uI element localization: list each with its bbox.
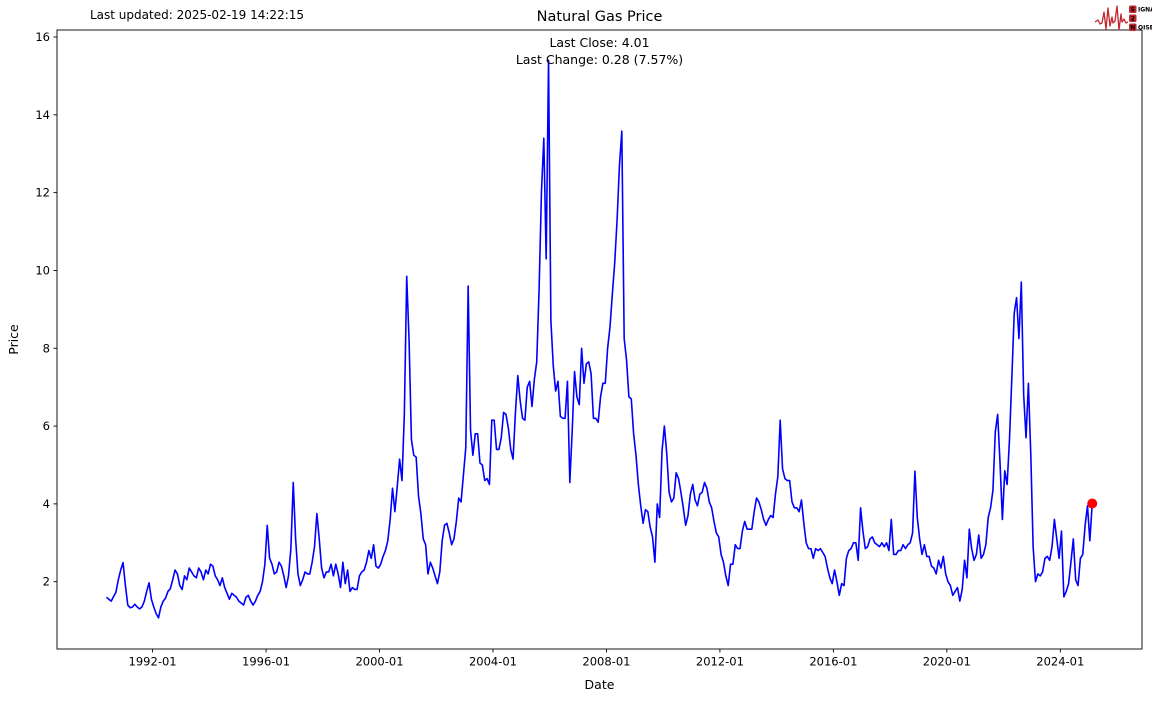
x-tick-label: 2020-01	[923, 655, 971, 669]
logo-letter-box-n	[1129, 23, 1137, 31]
y-tick-label: 10	[35, 263, 50, 277]
logo-word-ignal: IGNAL	[1138, 7, 1152, 14]
subtitle-last-change: Last Change: 0.28 (7.57%)	[516, 52, 683, 67]
logo-letter-n: N	[1130, 25, 1135, 32]
x-tick-label: 1992-01	[129, 655, 177, 669]
y-tick-label: 16	[35, 30, 50, 44]
logo-letter-box-2	[1129, 14, 1137, 22]
waveform-icon	[1094, 5, 1129, 31]
chart-title: Natural Gas Price	[537, 9, 663, 25]
signal2noise-logo: S IGNAL 2 N OISE	[1094, 5, 1152, 32]
logo-letter-box-s	[1129, 5, 1137, 13]
x-tick-label: 2000-01	[355, 655, 403, 669]
y-tick-label: 6	[43, 419, 50, 433]
x-tick-label: 2016-01	[809, 655, 857, 669]
logo-letter-s: S	[1131, 7, 1135, 14]
x-tick-label: 1996-01	[242, 655, 290, 669]
x-axis-label: Date	[585, 677, 615, 692]
y-tick-label: 8	[43, 341, 50, 355]
last-updated-label: Last updated: 2025-02-19 14:22:15	[90, 8, 304, 22]
axis-ticks: 1992-01 1996-01 2000-01 2004-01 2008-01 2012-…	[35, 30, 1084, 668]
x-tick-label: 2008-01	[582, 655, 630, 669]
y-tick-label: 12	[35, 186, 50, 200]
last-price-marker	[1087, 498, 1098, 509]
y-tick-label: 4	[43, 497, 50, 511]
y-axis-label: Price	[6, 324, 21, 355]
subtitle-last-close: Last Close: 4.01	[549, 35, 649, 50]
y-tick-label: 2	[43, 575, 50, 589]
x-tick-label: 2012-01	[696, 655, 744, 669]
logo-digit-2: 2	[1131, 16, 1135, 23]
x-tick-label: 2024-01	[1036, 655, 1084, 669]
y-tick-label: 14	[35, 108, 50, 122]
plot-border	[56, 29, 1143, 650]
logo-word-oise: OISE	[1138, 25, 1152, 32]
price-series	[105, 59, 1098, 619]
x-tick-label: 2004-01	[469, 655, 517, 669]
price-line	[105, 59, 1094, 619]
